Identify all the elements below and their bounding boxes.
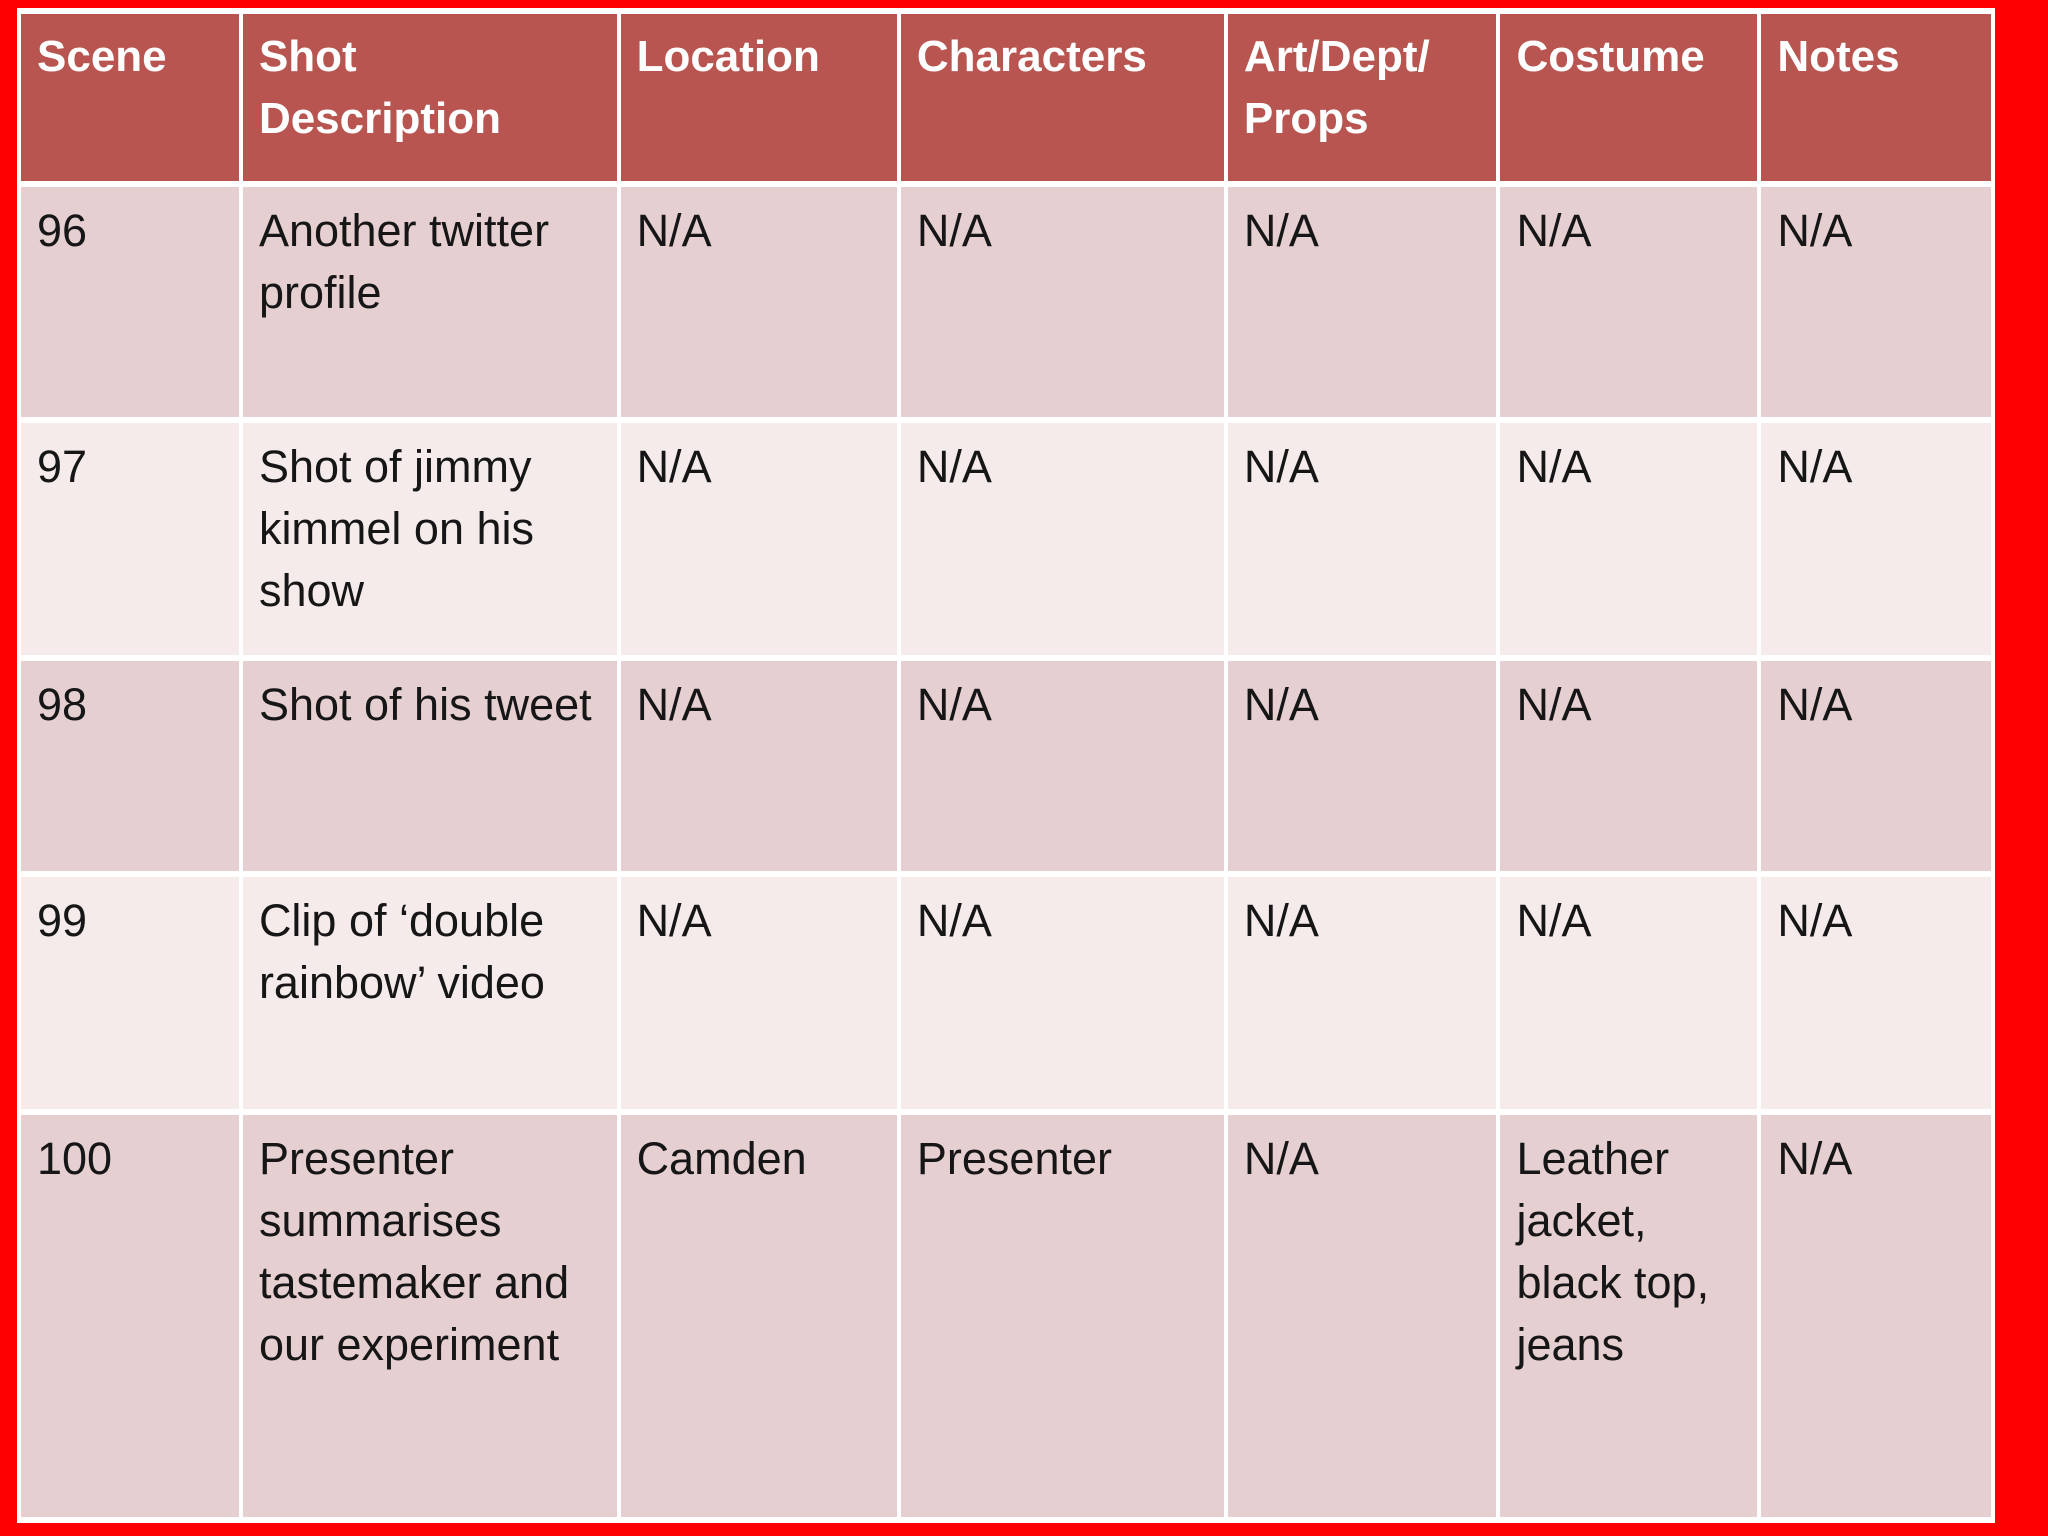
column-header-costume: Costume [1500,14,1758,181]
cell-location: N/A [620,661,897,871]
cell-costume: N/A [1500,423,1758,655]
cell-scene: 96 [21,187,239,417]
cell-art-dept-props: N/A [1227,661,1497,871]
cell-art-dept-props: N/A [1227,877,1497,1109]
cell-scene: 100 [21,1115,239,1517]
cell-shot-description: Clip of ‘double rainbow’ video [242,877,617,1109]
storyboard-table: Scene Shot Description Location Characte… [17,8,1995,1523]
column-header-art-dept-props: Art/Dept/ Props [1227,14,1497,181]
cell-characters: N/A [900,423,1224,655]
cell-location: N/A [620,423,897,655]
cell-characters: N/A [900,187,1224,417]
cell-notes: N/A [1761,187,1991,417]
cell-notes: N/A [1761,877,1991,1109]
cell-scene: 98 [21,661,239,871]
cell-shot-description: Presenter summarises tastemaker and our … [242,1115,617,1517]
column-header-shot-description: Shot Description [242,14,617,181]
cell-characters: N/A [900,661,1224,871]
cell-shot-description: Another twitter profile [242,187,617,417]
cell-art-dept-props: N/A [1227,187,1497,417]
table-body: 96 Another twitter profile N/A N/A N/A N/A N/A… [21,187,1991,1517]
cell-shot-description: Shot of his tweet [242,661,617,871]
cell-scene: 99 [21,877,239,1109]
cell-notes: N/A [1761,423,1991,655]
column-header-scene: Scene [21,14,239,181]
cell-costume: N/A [1500,661,1758,871]
table-header: Scene Shot Description Location Characte… [21,14,1991,181]
table-row-scene-100: 100 Presenter summarises tastemaker and o… [21,1115,1991,1517]
cell-shot-description: Shot of jimmy kimmel on his show [242,423,617,655]
cell-scene: 97 [21,423,239,655]
cell-costume: N/A [1500,877,1758,1109]
cell-characters: N/A [900,877,1224,1109]
header-row: Scene Shot Description Location Characte… [21,14,1991,181]
column-header-location: Location [620,14,897,181]
cell-costume: Leather jacket, black top, jeans [1500,1115,1758,1517]
table-row-scene-99: 99 Clip of ‘double rainbow’ video N/A N/A N/… [21,877,1991,1109]
column-header-notes: Notes [1761,14,1991,181]
cell-notes: N/A [1761,661,1991,871]
cell-costume: N/A [1500,187,1758,417]
table-row-scene-98: 98 Shot of his tweet N/A N/A N/A N/A N/A [21,661,1991,871]
cell-location: N/A [620,877,897,1109]
cell-location: N/A [620,187,897,417]
cell-characters: Presenter [900,1115,1224,1517]
column-header-characters: Characters [900,14,1224,181]
cell-location: Camden [620,1115,897,1517]
table-row-scene-96: 96 Another twitter profile N/A N/A N/A N/A N/A [21,187,1991,417]
cell-art-dept-props: N/A [1227,423,1497,655]
cell-notes: N/A [1761,1115,1991,1517]
cell-art-dept-props: N/A [1227,1115,1497,1517]
table-row-scene-97: 97 Shot of jimmy kimmel on his show N/A N/A… [21,423,1991,655]
